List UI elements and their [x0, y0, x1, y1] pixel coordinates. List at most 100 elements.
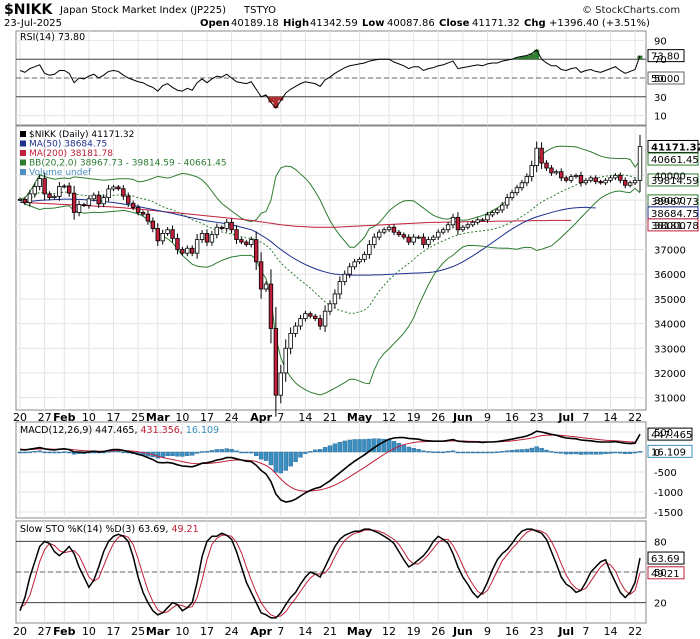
candle-body: [500, 204, 505, 211]
price-tick-label: 31000: [654, 394, 686, 405]
bb-lower-line: [19, 187, 641, 396]
rsi-ref-label: 50.00: [651, 74, 680, 85]
macd-histogram-bar: [170, 451, 175, 456]
candle-body: [47, 193, 52, 199]
candle-body: [22, 198, 28, 203]
candle-body: [568, 176, 574, 181]
candle-body: [445, 224, 451, 231]
chart-name: Japan Stock Market Index (JP225): [59, 5, 226, 16]
price-value-label: 39814.59: [651, 176, 699, 187]
macd-histogram-bar: [539, 448, 544, 453]
candle-body: [126, 195, 131, 204]
legend-item: BB(20,2.0) 38967.73 - 39814.59 - 40661.4…: [29, 159, 227, 169]
candle-body: [42, 178, 47, 195]
x-tick-label: 27: [38, 625, 52, 638]
candle-body: [57, 186, 62, 197]
macd-histogram-bar: [283, 451, 288, 471]
macd-histogram-bar: [598, 451, 603, 455]
macd-histogram-bar: [160, 451, 165, 458]
macd-series: 447.465 16.109: [17, 427, 693, 503]
macd-histogram-bar: [475, 451, 480, 454]
macd-histogram-bar: [57, 451, 62, 454]
x-tick-label: Feb: [53, 411, 76, 424]
candle-body: [175, 237, 180, 250]
candle-body: [32, 186, 37, 195]
ohlc-low-label: Low: [362, 18, 384, 29]
price-tick-label: 39000: [654, 196, 686, 207]
candle-body: [101, 197, 106, 205]
x-tick-label: 20: [13, 625, 27, 638]
macd-histogram-bar: [559, 451, 564, 454]
macd-histogram-bar: [42, 451, 47, 454]
x-tick-label: 17: [200, 411, 214, 424]
price-value-label: 38181.78: [651, 221, 699, 232]
ohlc-open-label: Open: [200, 18, 230, 29]
macd-histogram-bar: [268, 451, 274, 466]
macd-histogram-bar: [234, 450, 239, 453]
macd-histogram-bar: [121, 451, 126, 454]
ma50-line: [19, 198, 596, 276]
macd-histogram-bar: [618, 451, 623, 454]
macd-histogram-bar: [401, 444, 407, 453]
x-tick-label: 21: [323, 625, 337, 638]
candle-body: [263, 283, 269, 290]
x-tick-label: Jul: [557, 411, 574, 424]
chart-date: 23-Jul-2025: [4, 18, 62, 29]
legend-swatch: [20, 140, 26, 147]
candle-body: [544, 162, 549, 169]
sto-tick-label: 80: [654, 537, 667, 548]
macd-histogram-bar: [500, 451, 505, 453]
rsi-tick-label: 10: [654, 112, 667, 123]
macd-value-box: [647, 444, 693, 458]
x-tick-label: 9: [484, 625, 491, 638]
rsi-series: 73.80 50.00: [16, 49, 685, 109]
chart-exchange: TSTYO: [243, 5, 276, 16]
macd-histogram-bar: [263, 451, 269, 461]
macd-histogram-bar: [308, 451, 313, 453]
candle-body: [455, 216, 461, 231]
candle-body: [431, 236, 436, 240]
macd-histogram-bar: [175, 451, 180, 457]
macd-histogram-bar: [313, 449, 318, 453]
candle-body: [293, 325, 298, 334]
candle-body: [460, 226, 466, 231]
macd-histogram-bar: [637, 451, 643, 453]
macd-histogram-bar: [514, 449, 520, 453]
bb-mid-line: [19, 174, 641, 314]
candle-body: [62, 185, 67, 188]
sto-title: Slow STO %K(14) %D(3) 63.69, 49.21: [20, 524, 199, 535]
legend-item: MA(50) 38684.75: [29, 140, 107, 150]
candle-body: [244, 241, 249, 245]
candle-body: [490, 212, 495, 216]
sto-tick-label: 20: [654, 599, 667, 610]
candle-body: [509, 192, 515, 199]
candle-body: [249, 239, 254, 245]
candle-body: [180, 249, 185, 254]
candle-body: [603, 179, 608, 184]
candle-body: [322, 310, 328, 327]
ohlc-high-label: High: [283, 18, 309, 29]
macd-histogram-bar: [381, 439, 387, 453]
candle-body: [185, 247, 190, 254]
candle-body: [145, 213, 151, 222]
rsi-tick-label: 70: [654, 55, 667, 66]
candle-body: [608, 177, 613, 181]
sto-value-box: [647, 566, 685, 580]
macd-histogram-bar: [17, 451, 23, 454]
candle-body: [234, 229, 239, 241]
x-tick-label: May: [347, 625, 372, 638]
x-tick-label: 7: [277, 411, 284, 424]
candle-body: [327, 303, 333, 312]
macd-histogram-bar: [534, 446, 539, 453]
x-tick-label: 17: [106, 625, 120, 638]
macd-line: [19, 430, 641, 503]
x-tick-label: 23: [530, 411, 544, 424]
macd-histogram-bar: [613, 451, 618, 454]
macd-histogram-bar: [421, 450, 426, 453]
candle-body: [332, 293, 338, 305]
x-tick-label: Mar: [146, 411, 170, 424]
macd-histogram-bar: [352, 439, 357, 453]
candle-body: [219, 226, 224, 229]
price-tick-label: 34000: [654, 320, 686, 331]
candle-body: [563, 177, 569, 181]
